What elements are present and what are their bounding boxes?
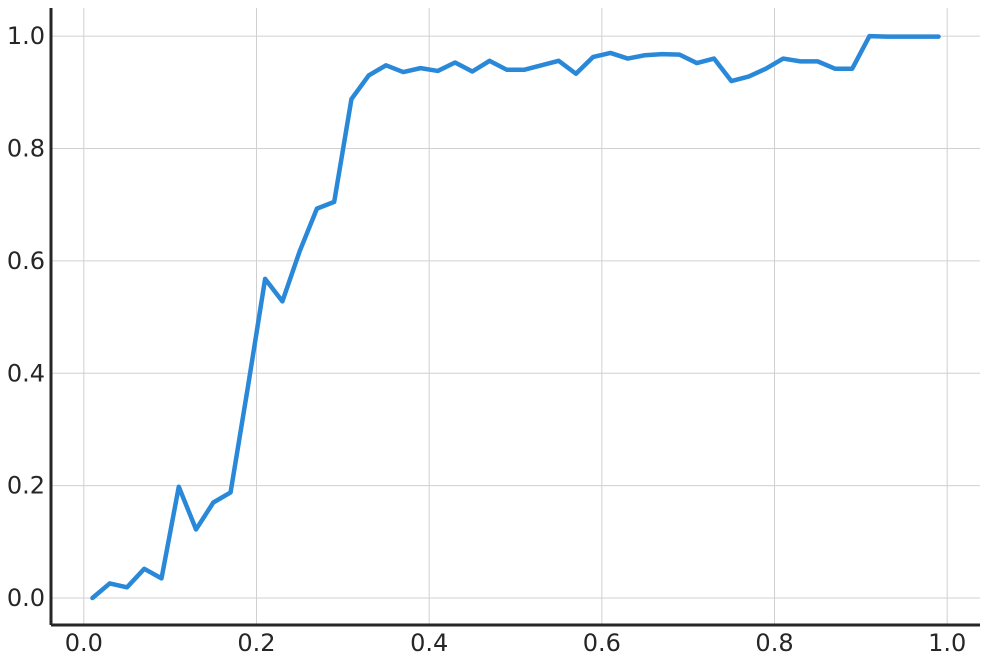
series-layer [90,33,941,601]
x-tick-label: 0.6 [583,629,621,657]
x-tick-label: 1.0 [928,629,966,657]
x-tick-label: 0.0 [65,629,103,657]
x-tick-label: 0.8 [755,629,793,657]
y-tick-label: 0.2 [7,472,45,500]
x-tick-label: 0.2 [237,629,275,657]
y-tick-label: 0.4 [7,359,45,387]
y-gridlines [51,35,980,599]
x-gridlines [83,8,948,625]
y-tick-label: 1.0 [7,22,45,50]
y-tick-label: 0.6 [7,247,45,275]
x-tick-label: 0.4 [410,629,448,657]
y-tick-label: 0.0 [7,584,45,612]
x-tick-labels: 0.0 0.2 0.4 0.6 0.8 1.0 [65,629,967,657]
y-tick-labels: 0.0 0.2 0.4 0.6 0.8 1.0 [7,22,45,612]
y-tick-label: 0.8 [7,134,45,162]
series-line-0 [90,33,941,601]
